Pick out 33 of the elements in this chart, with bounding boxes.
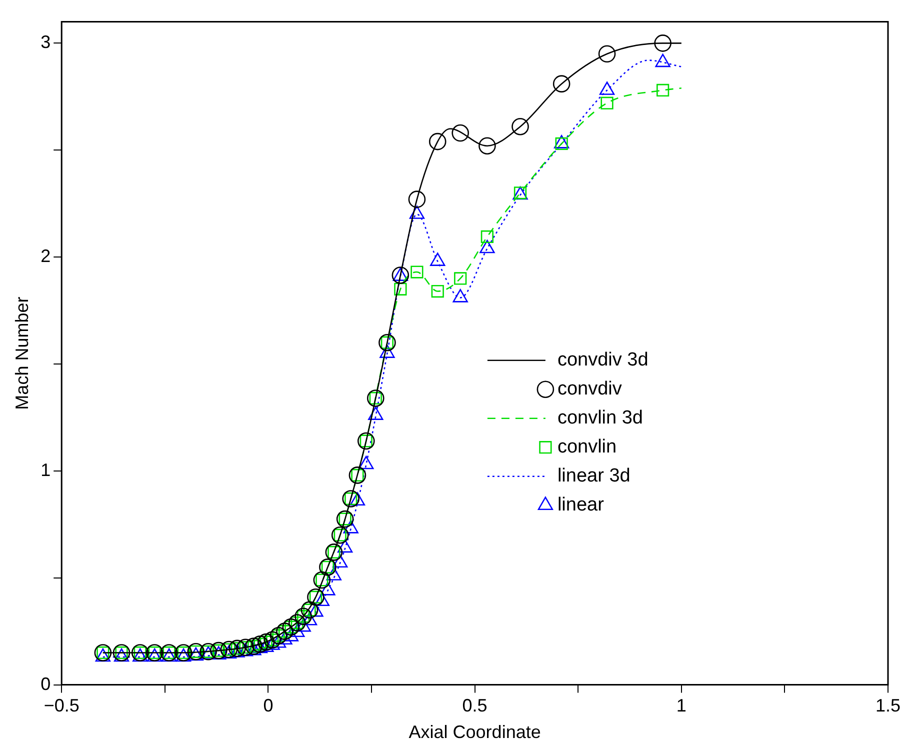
- x-tick-label: 0: [263, 696, 274, 716]
- legend-label: linear: [557, 494, 605, 516]
- point: [598, 45, 616, 63]
- point: [428, 132, 446, 150]
- legend-label: convlin 3d: [557, 408, 644, 429]
- legend-label: convdiv: [557, 378, 622, 400]
- point: [431, 284, 444, 298]
- point: [410, 266, 424, 278]
- y-tick-label: 2: [40, 246, 51, 266]
- point: [452, 124, 469, 142]
- y-axis-title: Mach Number: [12, 296, 32, 410]
- point: [552, 75, 570, 92]
- x-tick-label: −0.5: [44, 696, 80, 716]
- point: [392, 266, 410, 284]
- point: [480, 230, 494, 244]
- point: [656, 84, 670, 97]
- point: [654, 34, 672, 52]
- x-axis-title: Axial Coordinate: [408, 722, 541, 742]
- legend-label: convdiv 3d: [557, 350, 648, 371]
- point: [512, 118, 529, 136]
- point: [394, 282, 407, 296]
- legend-label: linear 3d: [557, 466, 630, 487]
- legend-label: convlin: [557, 436, 617, 458]
- point: [600, 96, 614, 110]
- y-tick-label: 1: [40, 460, 51, 480]
- x-tick-label: 1: [676, 696, 686, 716]
- point: [478, 137, 496, 154]
- x-tick-label: 1.5: [875, 696, 901, 716]
- y-tick-label: 3: [40, 32, 51, 52]
- point: [454, 272, 467, 285]
- x-tick-label: 0.5: [462, 696, 488, 716]
- point: [408, 190, 426, 208]
- y-tick-label: 0: [40, 674, 51, 694]
